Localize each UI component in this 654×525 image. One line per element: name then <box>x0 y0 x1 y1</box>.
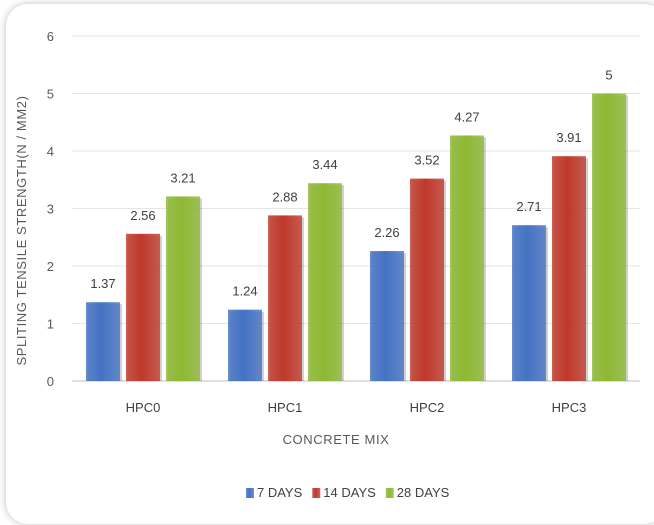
x-axis-title: CONCRETE MIX <box>283 432 390 447</box>
data-label: 5 <box>605 68 612 83</box>
data-label: 2.56 <box>130 208 155 223</box>
data-label: 2.88 <box>272 189 297 204</box>
x-tick-label: HPC1 <box>268 400 303 415</box>
bar-28-days-hpc0 <box>166 196 200 381</box>
bar-7-days-hpc3 <box>512 225 546 381</box>
data-label: 1.24 <box>232 284 257 299</box>
data-label: 2.26 <box>374 225 399 240</box>
bar-7-days-hpc2 <box>370 251 404 381</box>
y-axis-ticks: 0 1 2 3 4 5 6 <box>47 29 54 389</box>
bars <box>86 93 628 381</box>
legend-swatch <box>385 488 394 498</box>
y-tick-label: 2 <box>47 259 54 274</box>
y-tick-label: 1 <box>47 317 54 332</box>
legend-label: 28 DAYS <box>397 485 450 500</box>
y-tick-label: 5 <box>47 87 54 102</box>
data-label: 1.37 <box>90 276 115 291</box>
data-label: 4.27 <box>454 109 479 124</box>
legend-swatch <box>312 488 321 498</box>
legend-label: 14 DAYS <box>323 485 376 500</box>
data-label: 2.71 <box>516 199 541 214</box>
bar-28-days-hpc2 <box>450 135 484 381</box>
bar-7-days-hpc1 <box>228 309 262 381</box>
y-tick-label: 0 <box>47 374 54 389</box>
bar-14-days-hpc2 <box>410 178 444 381</box>
legend-label: 7 DAYS <box>257 485 303 500</box>
data-label: 3.21 <box>170 170 195 185</box>
y-axis-title: SPLITING TENSILE STRENGTH(N / MM2) <box>14 95 29 365</box>
x-tick-label: HPC0 <box>126 400 161 415</box>
y-tick-label: 6 <box>47 29 54 44</box>
data-label: 3.52 <box>414 153 439 168</box>
data-label: 3.91 <box>556 130 581 145</box>
data-label: 3.44 <box>312 157 337 172</box>
y-tick-label: 3 <box>47 202 54 217</box>
bar-28-days-hpc1 <box>308 183 342 381</box>
bar-14-days-hpc1 <box>268 215 302 381</box>
x-tick-label: HPC3 <box>552 400 587 415</box>
bar-14-days-hpc0 <box>126 233 160 381</box>
x-axis-categories: HPC0 HPC1 HPC2 HPC3 <box>126 400 587 415</box>
legend-swatch <box>246 488 254 498</box>
x-tick-label: HPC2 <box>410 400 445 415</box>
legend: 7 DAYS 14 DAYS 28 DAYS <box>246 485 450 500</box>
y-tick-label: 4 <box>47 144 54 159</box>
bar-14-days-hpc3 <box>552 156 586 381</box>
bar-28-days-hpc3 <box>592 93 626 381</box>
data-labels: 1.37 2.56 3.21 1.24 2.88 3.44 2.26 3.52 4.27 2.71… <box>90 68 612 299</box>
bar-7-days-hpc0 <box>86 302 120 381</box>
